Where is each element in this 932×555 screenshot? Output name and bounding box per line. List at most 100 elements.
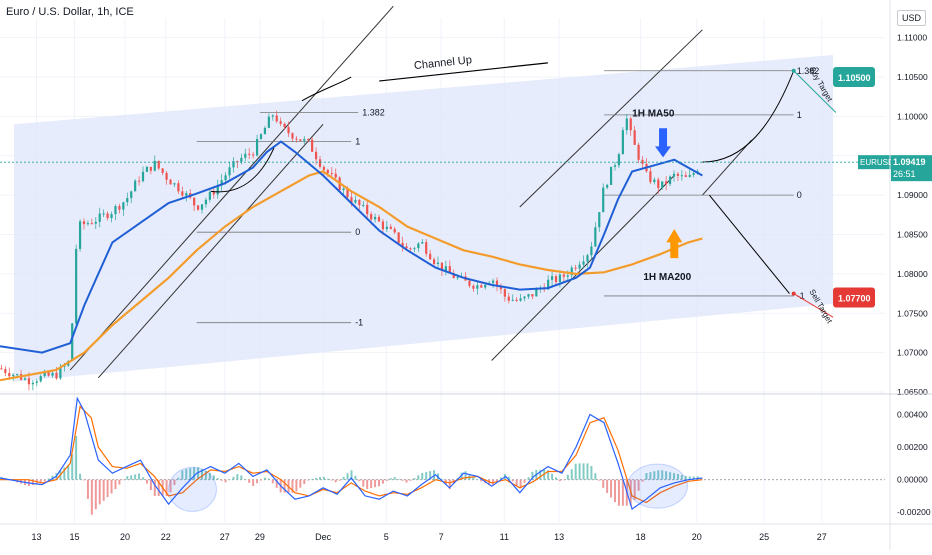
histogram-bar <box>574 463 577 480</box>
time-tick-2: 20 <box>120 532 130 542</box>
price-tick-0: 1.11000 <box>897 33 927 43</box>
candle-body <box>51 372 54 376</box>
candle-body <box>456 277 459 279</box>
candle-body <box>149 166 152 171</box>
candle-body <box>468 280 471 286</box>
candle-body <box>141 171 145 182</box>
candle-body <box>554 276 558 283</box>
candle-body <box>684 175 687 177</box>
candle-body <box>271 115 274 117</box>
countdown-text: 26:51 <box>893 169 916 179</box>
candle-body <box>491 280 495 283</box>
histogram-bar <box>47 478 50 480</box>
candle-body <box>240 157 243 162</box>
price-tick-2: 1.10000 <box>897 111 928 121</box>
histogram-bar <box>582 463 585 480</box>
histogram-bar <box>496 479 499 482</box>
histogram-bar <box>381 479 384 484</box>
histogram-bar <box>244 479 247 480</box>
candle-body <box>326 170 329 174</box>
currency-button[interactable]: USD <box>897 10 927 26</box>
histogram-bar <box>256 479 259 484</box>
candle-body <box>31 382 34 385</box>
histogram-bar <box>86 479 89 499</box>
candle-body <box>590 246 593 256</box>
candle-body <box>397 232 400 243</box>
histogram-bar <box>181 470 184 480</box>
fib-left-label-0: 1.382 <box>362 107 385 117</box>
histogram-bar <box>204 470 207 480</box>
candle-body <box>224 175 227 181</box>
candle-body <box>279 121 282 124</box>
histogram-bar <box>334 479 337 483</box>
histogram-bar <box>185 469 188 480</box>
fib-left-label-3: -1 <box>355 318 363 328</box>
candle-body <box>161 168 164 173</box>
histogram-bar <box>385 479 388 481</box>
histogram-bar <box>248 479 251 483</box>
histogram-bar <box>252 479 255 486</box>
histogram-bar <box>346 473 349 480</box>
ma200-label: 1H MA200 <box>643 272 691 283</box>
macd-line <box>0 396 703 510</box>
histogram-bar <box>527 477 530 480</box>
candle-body <box>665 181 668 185</box>
histogram-bar <box>578 463 581 480</box>
candle-body <box>244 153 247 158</box>
candle-body <box>196 205 200 210</box>
candle-body <box>216 185 219 195</box>
channel-up-arrow <box>379 62 548 82</box>
candle-body <box>370 214 373 220</box>
candle-body <box>688 174 691 177</box>
osc-tick-1: 0.00200 <box>897 442 928 452</box>
candle-body <box>657 179 660 188</box>
time-tick-9: 11 <box>500 532 509 542</box>
candle-body <box>625 118 628 131</box>
histogram-bar <box>43 479 46 482</box>
candle-body <box>550 276 554 280</box>
histogram-bar <box>350 470 353 480</box>
candle-body <box>259 134 263 139</box>
histogram-bar <box>228 479 231 481</box>
signal-line <box>0 405 703 504</box>
candle-body <box>637 144 640 160</box>
histogram-bar <box>499 477 502 480</box>
histogram-bar <box>169 479 172 493</box>
candle-body <box>515 299 518 301</box>
histogram-bar <box>71 454 74 480</box>
candle-body <box>436 262 440 265</box>
histogram-bar <box>429 471 432 480</box>
candle-body <box>71 323 74 362</box>
channel-line-2 <box>491 175 675 361</box>
histogram-bar <box>189 468 192 480</box>
time-tick-10: 13 <box>554 532 564 542</box>
fib-right-label-1: 1 <box>797 110 802 120</box>
candle-body <box>680 175 683 177</box>
candle-body <box>401 242 404 247</box>
candle-body <box>609 166 613 185</box>
candle-body <box>106 213 109 219</box>
histogram-bar <box>661 470 664 480</box>
candle-body <box>78 221 82 249</box>
histogram-bar <box>370 479 373 489</box>
histogram-bar <box>417 475 420 480</box>
candle-body <box>535 289 538 297</box>
histogram-bar <box>98 479 101 505</box>
candle-body <box>27 378 31 385</box>
candle-body <box>507 296 510 301</box>
projection-down <box>709 194 790 294</box>
highlight-ellipse-right <box>626 463 688 509</box>
candle-body <box>200 204 204 210</box>
histogram-bar <box>665 471 668 480</box>
price-tick-8: 1.07000 <box>897 348 928 358</box>
histogram-bar <box>130 475 133 480</box>
histogram-bar <box>326 478 329 480</box>
histogram-bar <box>362 479 365 487</box>
histogram-bar <box>342 476 345 480</box>
candle-body <box>633 130 636 145</box>
candle-body <box>255 138 259 156</box>
histogram-bar <box>602 479 605 488</box>
symbol-text: EURUSD <box>860 158 894 167</box>
candle-body <box>649 171 652 183</box>
